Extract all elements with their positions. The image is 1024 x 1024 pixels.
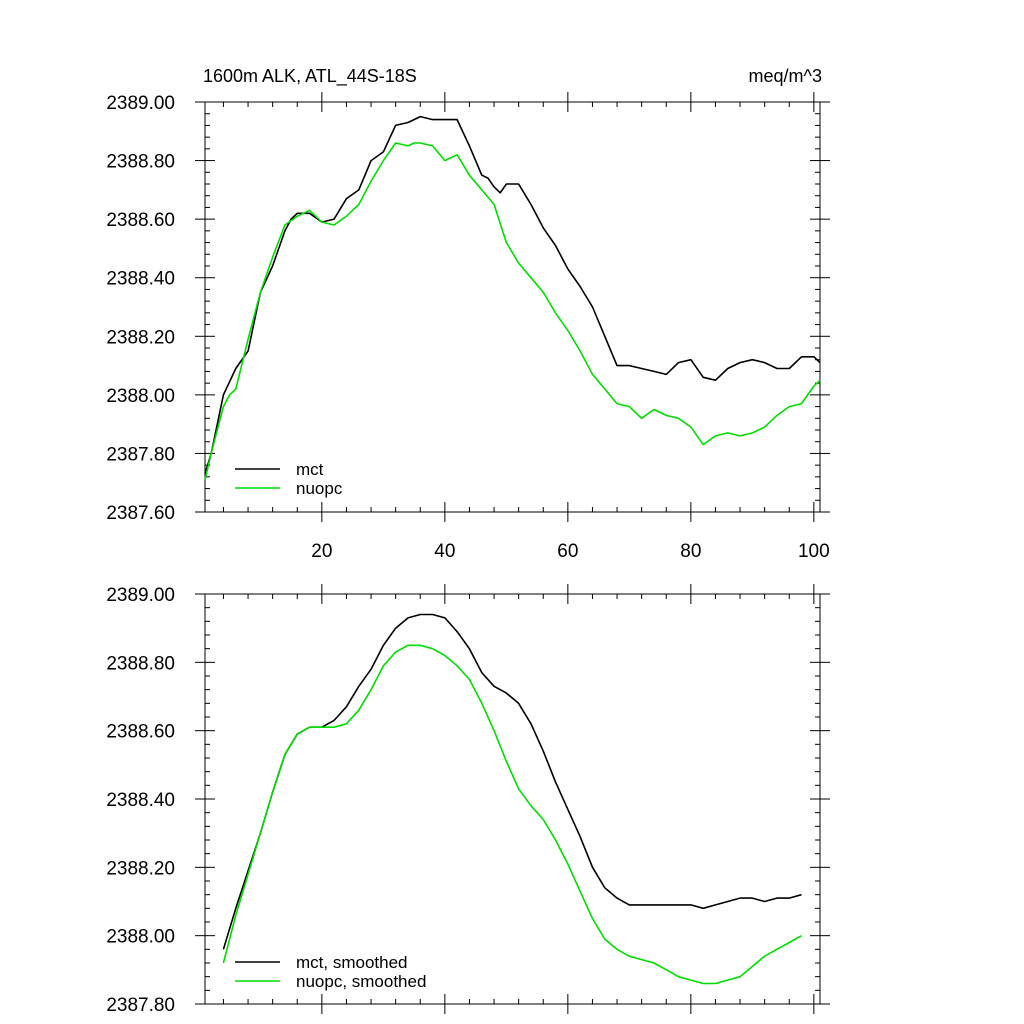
smoothed-panel: 2387.80 2388.00 2388.20 2388.40 2388.60 2388.… (106, 584, 830, 1016)
legend-label: nuopc, smoothed (296, 972, 426, 991)
x-tick-label: 60 (557, 541, 578, 562)
y-tick-label: 2388.00 (106, 386, 175, 407)
y-tick-label: 2387.80 (106, 995, 175, 1016)
series-line-mct-smoothed (222, 613, 802, 950)
y-tick-label: 2388.40 (106, 269, 175, 290)
series-line-mct (204, 115, 821, 475)
legend-label: mct, smoothed (296, 953, 408, 972)
y-tick-label: 2388.60 (106, 210, 175, 231)
units-label: meq/m^3 (749, 66, 822, 86)
chart-title: 1600m ALK, ATL_44S-18S (203, 66, 417, 87)
legend-label: mct (296, 460, 324, 479)
y-tick-label: 2388.80 (106, 152, 175, 173)
series-line-nuopc (204, 142, 821, 480)
y-tick-label: 2388.20 (106, 858, 175, 879)
y-tick-label: 2388.40 (106, 790, 175, 811)
series-line-nuopc-smoothed (222, 644, 802, 985)
y-tick-label: 2389.00 (106, 93, 175, 114)
x-tick-label: 80 (680, 541, 701, 562)
y-tick-label: 2387.60 (106, 503, 175, 524)
x-tick-label: 100 (798, 541, 830, 562)
y-tick-label: 2388.20 (106, 327, 175, 348)
raw-panel: 20 40 60 80 100 2387.60 2387.80 2388.00 2388.20 2… (106, 92, 830, 562)
y-tick-label: 2387.80 (106, 444, 175, 465)
y-tick-label: 2388.00 (106, 927, 175, 948)
legend-label: nuopc (296, 479, 343, 498)
y-tick-label: 2388.60 (106, 722, 175, 743)
y-tick-label: 2388.80 (106, 653, 175, 674)
plot-frame (204, 593, 821, 1005)
x-tick-label: 40 (434, 541, 455, 562)
x-tick-label: 20 (311, 541, 332, 562)
plot-frame (204, 101, 821, 513)
y-tick-label: 2389.00 (106, 585, 175, 606)
